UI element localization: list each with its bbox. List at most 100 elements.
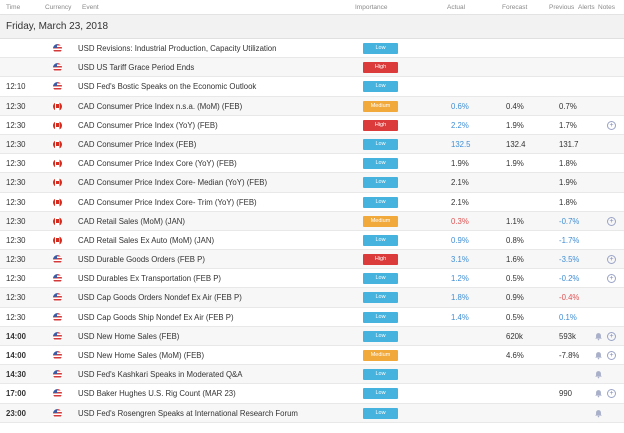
- table-row[interactable]: 12:30 USD Cap Goods Orders Nondef Ex Air …: [0, 288, 624, 308]
- importance-badge: Low: [363, 177, 398, 189]
- event-name[interactable]: USD Durable Goods Orders (FEB P): [78, 255, 205, 265]
- previous-value: 1.9%: [559, 178, 577, 188]
- forecast-value: 4.6%: [506, 351, 524, 360]
- event-name[interactable]: USD Cap Goods Ship Nondef Ex Air (FEB P): [78, 312, 234, 322]
- previous-value: -7.8%: [559, 351, 580, 360]
- bell-icon[interactable]: [594, 389, 603, 398]
- event-name[interactable]: CAD Consumer Price Index Core- Median (Y…: [78, 178, 268, 188]
- bell-icon[interactable]: [594, 409, 603, 418]
- us-flag-icon: [53, 82, 62, 92]
- event-column-header[interactable]: Event: [82, 4, 99, 11]
- previous-value: -0.2%: [559, 274, 580, 284]
- previous-column-header[interactable]: Previous: [549, 4, 575, 11]
- event-name[interactable]: CAD Consumer Price Index n.s.a. (MoM) (F…: [78, 101, 243, 111]
- actual-value: 132.5: [451, 139, 471, 149]
- plus-circle-icon[interactable]: +: [607, 255, 616, 265]
- event-name[interactable]: CAD Consumer Price Index (FEB): [78, 139, 197, 149]
- plus-circle-icon[interactable]: +: [607, 274, 616, 284]
- plus-circle-icon[interactable]: +: [607, 331, 616, 341]
- table-row[interactable]: 12:30 USD Cap Goods Ship Nondef Ex Air (F…: [0, 308, 624, 327]
- importance-badge: Low: [363, 292, 398, 304]
- us-flag-icon: [53, 331, 62, 341]
- plus-circle-icon[interactable]: +: [607, 216, 616, 226]
- importance-badge: Low: [363, 43, 398, 54]
- table-row[interactable]: 23:00 USD Fed's Rosengren Speaks at Inter…: [0, 403, 624, 423]
- event-time: 12:30: [6, 312, 26, 322]
- table-row[interactable]: 12:30 CAD Consumer Price Index (FEB) Low 13…: [0, 134, 624, 155]
- event-name[interactable]: CAD Retail Sales Ex Auto (MoM) (JAN): [78, 235, 215, 245]
- canada-flag-icon: [53, 197, 62, 207]
- table-row[interactable]: 12:30 CAD Consumer Price Index (YoY) (FEB…: [0, 116, 624, 135]
- forecast-value: 0.8%: [506, 235, 524, 245]
- event-name[interactable]: CAD Consumer Price Index Core (YoY) (FEB…: [78, 159, 237, 169]
- table-row[interactable]: 12:30 CAD Retail Sales Ex Auto (MoM) (JAN…: [0, 231, 624, 251]
- table-row[interactable]: 12:30 CAD Consumer Price Index Core (YoY)…: [0, 154, 624, 174]
- event-time: 12:30: [6, 255, 26, 265]
- event-name[interactable]: USD Cap Goods Orders Nondef Ex Air (FEB …: [78, 293, 242, 303]
- importance-badge: Low: [363, 407, 398, 419]
- event-name[interactable]: USD Fed's Rosengren Speaks at Internatio…: [78, 408, 298, 418]
- previous-value: 0.7%: [559, 101, 577, 111]
- event-name[interactable]: CAD Consumer Price Index (YoY) (FEB): [78, 120, 218, 130]
- forecast-value: 620k: [506, 331, 523, 341]
- event-time: 12:30: [6, 293, 26, 303]
- table-row[interactable]: 17:00 USD Baker Hughes U.S. Rig Count (MA…: [0, 384, 624, 404]
- bell-icon[interactable]: [594, 332, 603, 341]
- bell-icon[interactable]: [594, 370, 603, 379]
- forecast-value: 0.9%: [506, 293, 524, 303]
- event-time: 14:00: [6, 351, 26, 360]
- actual-column-header[interactable]: Actual: [447, 4, 466, 11]
- event-name[interactable]: USD Revisions: Industrial Production, Ca…: [78, 44, 277, 53]
- actual-value: 0.3%: [451, 216, 469, 226]
- previous-value: 1.8%: [559, 159, 577, 169]
- us-flag-icon: [53, 63, 62, 73]
- table-row[interactable]: 14:00 USD New Home Sales (MoM) (FEB) Mediu…: [0, 346, 624, 366]
- event-name[interactable]: USD US Tariff Grace Period Ends: [78, 63, 195, 73]
- event-name[interactable]: USD Fed's Kashkari Speaks in Moderated Q…: [78, 370, 243, 380]
- plus-circle-icon[interactable]: +: [607, 351, 616, 360]
- event-name[interactable]: CAD Retail Sales (MoM) (JAN): [78, 216, 186, 226]
- table-row[interactable]: 12:30 CAD Consumer Price Index n.s.a. (Mo…: [0, 96, 624, 116]
- event-time: 12:30: [6, 139, 26, 149]
- alerts-column-header[interactable]: Alerts: [578, 4, 595, 11]
- importance-badge: High: [363, 62, 398, 74]
- table-row[interactable]: 12:30 CAD Consumer Price Index Core- Medi…: [0, 173, 624, 193]
- event-time: 12:30: [6, 159, 26, 169]
- table-row[interactable]: 14:00 USD New Home Sales (FEB) Low 620k 593k…: [0, 326, 624, 346]
- canada-flag-icon: [53, 139, 62, 149]
- event-name[interactable]: USD New Home Sales (MoM) (FEB): [78, 351, 205, 360]
- table-row[interactable]: 12:30 CAD Consumer Price Index Core- Trim…: [0, 193, 624, 212]
- event-time: 23:00: [6, 408, 26, 418]
- bell-icon[interactable]: [594, 351, 603, 360]
- time-column-header[interactable]: Time: [6, 4, 21, 11]
- table-row[interactable]: 14:30 USD Fed's Kashkari Speaks in Modera…: [0, 365, 624, 385]
- table-row[interactable]: 12:30 USD Durable Goods Orders (FEB P) Hig…: [0, 250, 624, 270]
- table-row[interactable]: USD Revisions: Industrial Production, Ca…: [0, 39, 624, 59]
- forecast-value: 132.4: [506, 139, 526, 149]
- importance-column-header[interactable]: Importance: [355, 4, 388, 11]
- us-flag-icon: [53, 370, 62, 380]
- event-name[interactable]: USD New Home Sales (FEB): [78, 331, 180, 341]
- table-row[interactable]: USD US Tariff Grace Period Ends High: [0, 58, 624, 78]
- event-time: 12:30: [6, 216, 26, 226]
- table-header: Time Currency Event Importance Actual Fo…: [0, 0, 624, 15]
- notes-column-header[interactable]: Notes: [598, 4, 615, 11]
- event-name[interactable]: USD Fed's Bostic Speaks on the Economic …: [78, 82, 257, 92]
- table-row[interactable]: 12:30 CAD Retail Sales (MoM) (JAN) Medium 0…: [0, 211, 624, 231]
- us-flag-icon: [53, 389, 62, 399]
- event-name[interactable]: USD Durables Ex Transportation (FEB P): [78, 274, 221, 284]
- forecast-column-header[interactable]: Forecast: [502, 4, 528, 11]
- event-name[interactable]: USD Baker Hughes U.S. Rig Count (MAR 23): [78, 389, 236, 399]
- table-row[interactable]: 12:10 USD Fed's Bostic Speaks on the Econ…: [0, 77, 624, 97]
- event-time: 12:30: [6, 274, 26, 284]
- currency-column-header[interactable]: Currency: [45, 4, 72, 11]
- event-name[interactable]: CAD Consumer Price Index Core- Trim (YoY…: [78, 197, 257, 207]
- us-flag-icon: [53, 255, 62, 265]
- importance-badge: Low: [363, 81, 398, 93]
- forecast-value: 1.9%: [506, 159, 524, 169]
- plus-circle-icon[interactable]: +: [607, 120, 616, 130]
- plus-circle-icon[interactable]: +: [607, 389, 616, 399]
- actual-value: 1.2%: [451, 274, 469, 284]
- event-time: 12:30: [6, 101, 26, 111]
- table-row[interactable]: 12:30 USD Durables Ex Transportation (FEB…: [0, 269, 624, 289]
